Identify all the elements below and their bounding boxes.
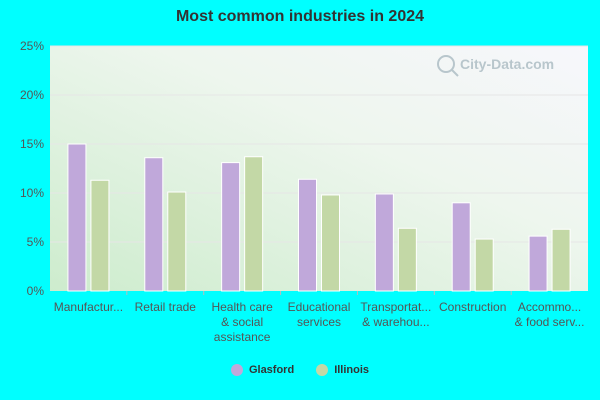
bar-glasford-0[interactable] — [67, 143, 87, 292]
bar-glasford-6[interactable] — [528, 235, 548, 292]
bar-illinois-0[interactable] — [90, 179, 110, 292]
x-tick-label: Construction — [439, 300, 506, 314]
bar-illinois-3[interactable] — [321, 194, 340, 292]
x-tick-label: Health care — [211, 300, 273, 314]
x-tick-label: Accommo... — [518, 300, 581, 314]
x-tick-label: assistance — [214, 330, 271, 344]
bar-glasford-1[interactable] — [144, 157, 164, 292]
y-tick-label: 0% — [27, 284, 45, 298]
bar-illinois-2[interactable] — [244, 156, 264, 292]
legend-swatch-glasford — [230, 364, 243, 376]
legend-item-glasford: Glasford — [230, 364, 295, 376]
y-tick-label: 20% — [20, 88, 44, 102]
y-tick-label: 5% — [27, 235, 45, 249]
bar-illinois-1[interactable] — [167, 191, 187, 292]
magnifier-icon — [437, 55, 455, 73]
x-tick-label: Retail trade — [135, 300, 197, 314]
bar-glasford-5[interactable] — [451, 202, 471, 292]
x-tick-label: & warehou... — [362, 315, 429, 329]
legend: Glasford Illinois — [0, 364, 600, 376]
watermark-text: City-Data.com — [460, 56, 554, 72]
bar-glasford-2[interactable] — [221, 162, 241, 292]
bar-illinois-5[interactable] — [474, 238, 494, 292]
watermark: City-Data.com — [437, 55, 554, 77]
plot-background — [50, 46, 588, 291]
x-tick-label: & social — [221, 315, 263, 329]
magnifier-handle — [451, 69, 459, 77]
legend-swatch-illinois — [316, 364, 329, 376]
bar-glasford-3[interactable] — [298, 178, 317, 292]
bar-illinois-6[interactable] — [551, 228, 571, 292]
x-tick-label: & food serv... — [515, 315, 585, 329]
legend-label-illinois: Illinois — [334, 364, 370, 376]
x-tick-label: Transportat... — [360, 300, 431, 314]
legend-label-glasford: Glasford — [248, 364, 295, 376]
y-tick-label: 10% — [20, 186, 44, 200]
x-tick-label: Educational — [288, 300, 351, 314]
chart-title: Most common industries in 2024 — [175, 8, 425, 25]
bar-illinois-4[interactable] — [397, 227, 417, 292]
x-tick-label: Manufactur... — [54, 300, 123, 314]
y-tick-label: 15% — [20, 137, 44, 151]
x-tick-label: services — [297, 315, 341, 329]
bar-glasford-4[interactable] — [374, 193, 394, 292]
y-tick-label: 25% — [20, 39, 44, 53]
legend-item-illinois: Illinois — [316, 364, 369, 376]
